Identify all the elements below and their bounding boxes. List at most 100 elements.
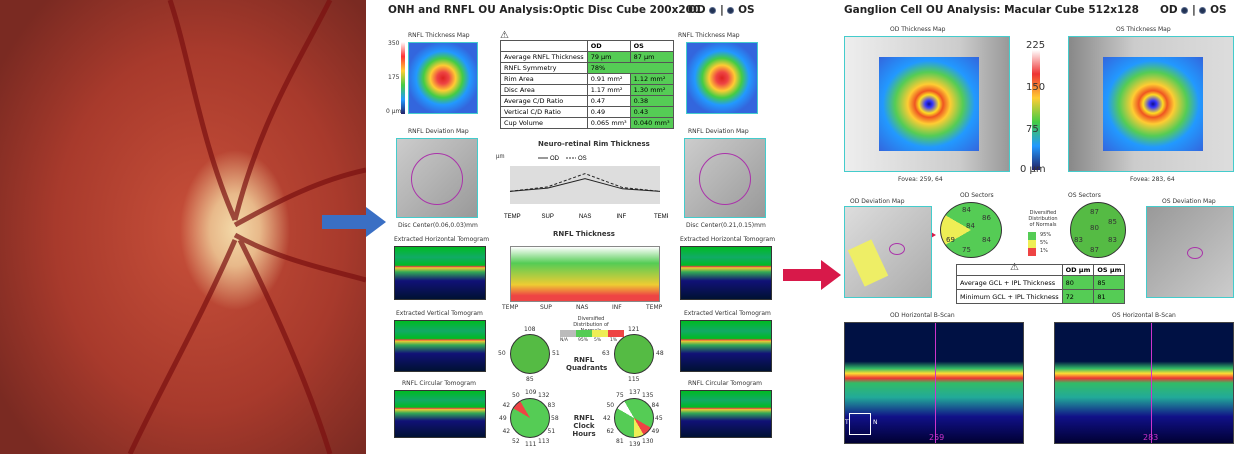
gcl-legend-title: Diversified Distribution of Normals xyxy=(1028,210,1058,228)
os-quad-t: 63 xyxy=(602,350,610,357)
gcl-title: Ganglion Cell OU Analysis: Macular Cube … xyxy=(844,4,1139,16)
os-quad-s: 121 xyxy=(628,326,640,333)
os-vert-tomo-title: Extracted Vertical Tomogram xyxy=(684,310,771,317)
onh-title: ONH and RNFL OU Analysis:Optic Disc Cube… xyxy=(388,4,701,16)
od-quad-i: 85 xyxy=(526,376,534,383)
clock-hour-value: 132 xyxy=(538,392,550,400)
onh-od-label: OD | OS xyxy=(688,4,755,16)
od-horizontal-bscan: T N 259 xyxy=(844,322,1024,444)
od-rnfl-thickness-map xyxy=(408,42,478,114)
os-fovea: Fovea: 283, 64 xyxy=(1130,176,1175,183)
arrow-right-blue-icon xyxy=(322,207,386,237)
onh-distribution-bar xyxy=(560,330,624,337)
clock-hour-value: 83 xyxy=(547,402,556,409)
gcl-od-dot-icon xyxy=(1181,6,1189,14)
rim-series-os xyxy=(509,173,661,192)
warning-icon: ⚠ xyxy=(500,30,509,41)
os-quad-n: 48 xyxy=(656,350,664,357)
os-vertical-tomogram xyxy=(680,320,772,372)
os-quadrants-circle xyxy=(614,334,654,374)
gcl-metrics-table: OD µm OS µm Average GCL + IPL Thickness 80… xyxy=(956,264,1126,304)
onh-metrics-table: OD OS Average RNFL Thickness 79 µm 87 µm RN… xyxy=(500,40,674,129)
os-deviation-title: RNFL Deviation Map xyxy=(688,128,749,135)
clock-hours-label: RNFL Clock Hours xyxy=(572,414,596,438)
os-deviation-map xyxy=(1146,206,1234,298)
os-disc-center: Disc Center(0.21,0.15)mm xyxy=(686,222,766,229)
clock-hour-value: 75 xyxy=(616,392,624,400)
clock-hour-value: 52 xyxy=(512,437,520,445)
od-bscan-title: OD Horizontal B-Scan xyxy=(890,312,955,319)
clock-hour-value: 111 xyxy=(525,441,537,448)
od-thickness-map xyxy=(844,36,1010,172)
rim-x-tick: SUP xyxy=(542,214,554,220)
os-thickness-map-title: OS Thickness Map xyxy=(1116,26,1171,33)
os-thickness-map xyxy=(1068,36,1234,172)
os-bscan-position: 283 xyxy=(1143,433,1159,442)
os-circ-tomo-title: RNFL Circular Tomogram xyxy=(688,380,762,387)
os-sectors-circle xyxy=(1070,202,1126,258)
gcl-od-os-label: OD | OS xyxy=(1160,4,1227,16)
od-rnfl-deviation-map xyxy=(396,138,478,218)
clock-hour-value: 45 xyxy=(655,415,663,422)
clock-hour-value: 139 xyxy=(629,441,641,448)
od-quad-s: 108 xyxy=(524,326,536,333)
clock-hour-value: 42 xyxy=(603,415,611,422)
clock-hour-value: 42 xyxy=(502,402,511,409)
od-fovea: Fovea: 259, 64 xyxy=(898,176,943,183)
rnfl-x-axis: TEMP SUP NAS INF TEMP xyxy=(502,304,663,311)
od-sectors-circle xyxy=(940,202,1002,258)
os-horizontal-tomogram xyxy=(680,246,772,300)
od-deviation-title: RNFL Deviation Map xyxy=(408,128,469,135)
od-deviation-map xyxy=(844,206,932,298)
os-rnfl-thickness-map xyxy=(686,42,758,114)
os-dot-icon xyxy=(727,6,735,14)
od-sectors-title: OD Sectors xyxy=(960,192,994,199)
od-color-scale xyxy=(401,42,405,114)
clock-hour-value: 50 xyxy=(606,402,615,409)
os-dev-title: OS Deviation Map xyxy=(1162,198,1216,205)
rim-chart-title: Neuro-retinal Rim Thickness xyxy=(538,140,650,148)
os-quad-i: 115 xyxy=(628,376,640,383)
rim-legend-os: OS xyxy=(578,156,587,162)
clock-hour-value: 130 xyxy=(642,437,654,445)
rnfl-thickness-chart xyxy=(510,246,660,302)
rim-x-tick: NAS xyxy=(579,214,591,220)
clock-hour-value: 113 xyxy=(538,437,550,445)
od-quad-t: 50 xyxy=(498,350,506,357)
clock-hour-value: 49 xyxy=(499,415,507,422)
rim-thickness-chart: µm OD OS TEMP SUP NAS INF TEMP xyxy=(496,154,668,220)
clock-hour-value: 58 xyxy=(551,415,559,422)
gcl-legend-bar xyxy=(1028,232,1036,256)
rim-y-unit: µm xyxy=(496,154,504,160)
quadrants-label: RNFL Quadrants xyxy=(566,356,608,372)
clock-hour-value: 135 xyxy=(642,392,654,400)
os-horiz-tomo-title: Extracted Horizontal Tomogram xyxy=(680,236,776,243)
rim-x-tick: INF xyxy=(617,214,627,220)
clock-hour-value: 109 xyxy=(525,389,537,396)
od-vert-tomo-title: Extracted Vertical Tomogram xyxy=(396,310,483,317)
onh-distribution-labels: N/A 95% 5% 1% xyxy=(560,338,618,343)
os-bscan-title: OS Horizontal B-Scan xyxy=(1112,312,1176,319)
gcl-os-dot-icon xyxy=(1199,6,1207,14)
rim-legend-od: OD xyxy=(550,156,560,162)
clock-hour-value: 137 xyxy=(629,389,641,396)
gcl-color-scale xyxy=(1032,50,1040,170)
clock-hour-value: 62 xyxy=(606,428,615,435)
clock-hour-value: 81 xyxy=(616,437,624,445)
rim-series-od xyxy=(509,178,661,192)
clock-hour-value: 50 xyxy=(512,392,520,400)
od-dot-icon xyxy=(709,6,717,14)
os-circular-tomogram xyxy=(680,390,772,438)
rim-x-tick: TEMP xyxy=(654,214,668,220)
od-circ-tomo-title: RNFL Circular Tomogram xyxy=(402,380,476,387)
od-horizontal-tomogram xyxy=(394,246,486,300)
od-bscan-position: 259 xyxy=(929,433,945,442)
od-dev-title: OD Deviation Map xyxy=(850,198,905,205)
onh-panel: ONH and RNFL OU Analysis:Optic Disc Cube… xyxy=(386,4,776,448)
od-horiz-tomo-title: Extracted Horizontal Tomogram xyxy=(394,236,490,243)
clock-hour-value: 49 xyxy=(651,428,660,435)
os-clock-hours-circle xyxy=(614,398,654,438)
os-rnfl-map-title: RNFL Thickness Map xyxy=(678,32,740,39)
os-sectors-title: OS Sectors xyxy=(1068,192,1101,199)
od-circular-tomogram xyxy=(394,390,486,438)
